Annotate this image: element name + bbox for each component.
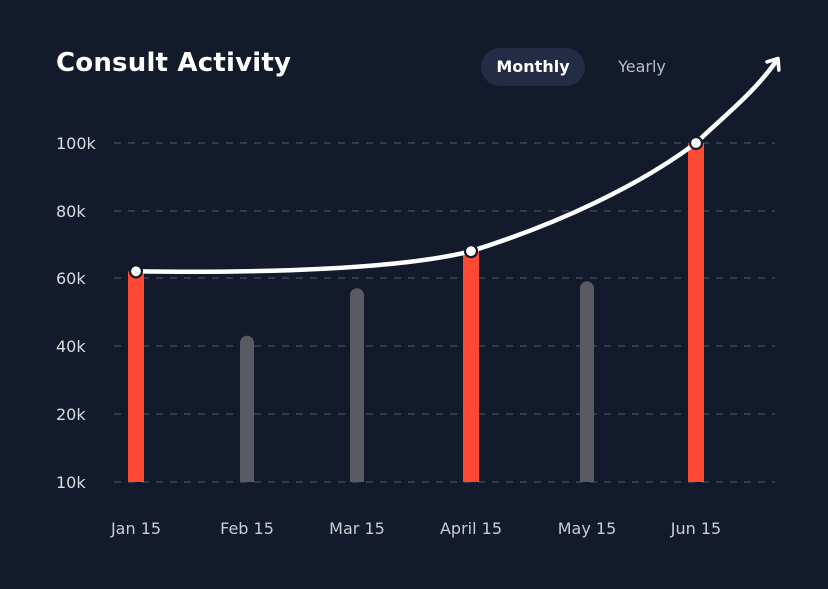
- bar-4: [580, 281, 594, 482]
- trend-line: [133, 56, 781, 275]
- x-tick-label: Jun 15: [670, 519, 721, 538]
- trend-point: [128, 264, 144, 279]
- x-tick-label: Mar 15: [329, 519, 385, 538]
- y-tick-label: 40k: [56, 337, 86, 356]
- y-tick-label: 10k: [56, 473, 86, 492]
- trend-point: [463, 244, 479, 259]
- bar-1: [240, 335, 254, 482]
- bar-2: [350, 288, 364, 482]
- y-tick-label: 20k: [56, 405, 86, 424]
- x-tick-label: Jan 15: [110, 519, 161, 538]
- x-tick-label: May 15: [558, 519, 617, 538]
- bar-0: [128, 271, 144, 482]
- tab-monthly[interactable]: Monthly: [481, 48, 585, 86]
- bar-3: [463, 251, 479, 482]
- x-tick-label: April 15: [440, 519, 502, 538]
- bar-5: [688, 143, 704, 482]
- trend-point: [688, 135, 704, 151]
- y-tick-label: 60k: [56, 269, 86, 288]
- x-tick-label: Feb 15: [220, 519, 274, 538]
- chart-title: Consult Activity: [56, 48, 292, 78]
- y-tick-label: 80k: [56, 202, 86, 221]
- y-tick-label: 100k: [56, 134, 97, 153]
- tab-yearly[interactable]: Yearly: [618, 57, 666, 76]
